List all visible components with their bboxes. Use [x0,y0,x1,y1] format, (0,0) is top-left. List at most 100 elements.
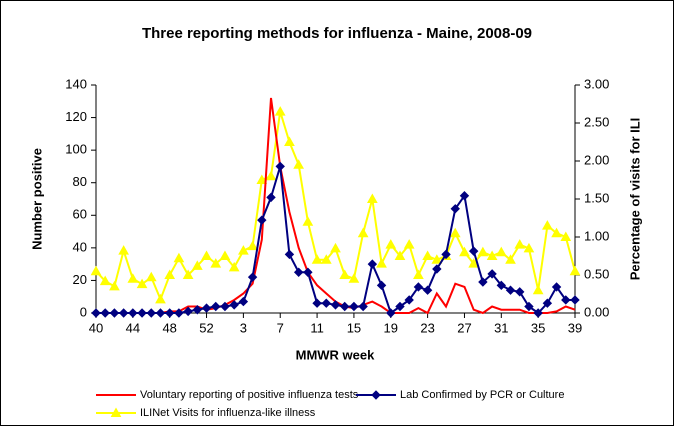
point [570,295,580,305]
point [293,267,304,277]
point [127,273,139,283]
point [450,204,460,214]
point [386,308,396,318]
point [515,287,525,297]
point [302,216,314,226]
x-tick-label: 19 [384,320,398,335]
x-tick-label: 39 [568,320,582,335]
point [432,264,442,274]
point [404,295,414,305]
point [182,269,194,279]
point [542,220,553,230]
legend-label: Lab Confirmed by PCR or Culture [400,389,564,401]
point [145,271,157,282]
point [533,308,543,318]
point [275,161,285,172]
point [468,246,479,256]
point [422,250,433,260]
point [403,239,415,249]
point [477,246,489,257]
point [376,258,387,268]
point [340,301,350,312]
x-tick-label: 15 [347,320,361,335]
y-tick-label: 120 [65,109,87,124]
point [330,300,341,310]
point [118,308,129,318]
point [385,239,397,249]
point [174,308,184,318]
point [91,308,101,318]
y-tick-label: 100 [65,142,87,157]
y-axis-title: Number positive [29,148,44,250]
point [560,231,572,241]
point [348,273,360,283]
point [367,259,378,269]
y-tick-label: 0 [80,304,87,319]
point [523,242,535,253]
y2-tick-label: 0.00 [584,304,609,319]
point [569,265,581,276]
point [441,249,451,260]
x-tick-label: 52 [199,320,213,335]
point [357,227,369,238]
point [320,254,332,264]
point [468,258,480,268]
point [173,252,185,263]
point [228,261,240,272]
y-tick-label: 80 [73,174,87,189]
point [284,249,295,260]
point [266,192,276,203]
y-tick-label: 20 [73,272,87,287]
x-tick-label: 31 [494,320,508,335]
x-tick-label: 7 [277,320,284,335]
point [109,280,120,291]
point [431,254,443,264]
point [542,298,553,308]
x-axis-title: MMWR week [296,347,376,362]
y2-tick-label: 2.00 [584,152,609,167]
y-tick-label: 60 [73,207,87,222]
point [100,308,110,318]
x-tick-label: 23 [420,320,434,335]
point [376,280,387,291]
x-tick-label: 40 [89,320,103,335]
point [256,174,268,184]
x-tick-label: 11 [310,320,324,335]
point [413,282,424,292]
point [532,284,544,295]
point [505,254,516,264]
point [257,215,267,225]
point [274,106,286,116]
y-tick-label: 40 [73,239,87,254]
y2-tick-label: 1.50 [584,190,609,205]
y2-tick-label: 1.00 [584,228,609,243]
point [495,246,507,257]
point [247,240,258,251]
point [183,306,193,317]
point [265,170,277,181]
x-tick-label: 3 [240,320,247,335]
point [394,250,406,260]
point [459,191,470,201]
point [349,301,359,312]
point [422,285,433,295]
y-tick-label: 140 [65,76,87,91]
x-tick-label: 48 [162,320,176,335]
point [90,265,102,276]
x-tick-label: 44 [126,320,140,335]
point [312,298,322,308]
y2-tick-label: 0.50 [584,266,609,281]
point [321,298,331,308]
point [459,246,470,257]
point [128,308,138,318]
x-tick-label: 27 [457,320,471,335]
point [524,301,534,312]
point [219,250,231,260]
point [284,136,295,146]
point [449,227,461,238]
point [339,269,351,279]
point [505,285,516,295]
point [366,193,378,203]
